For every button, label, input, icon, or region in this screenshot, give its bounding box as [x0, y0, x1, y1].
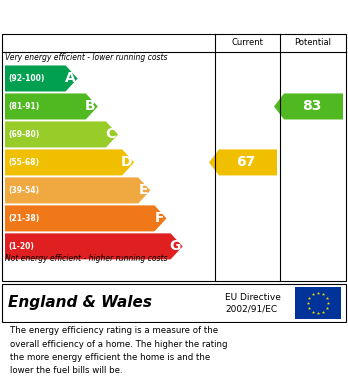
Text: Potential: Potential	[294, 38, 332, 47]
Text: (69-80): (69-80)	[8, 130, 39, 139]
Polygon shape	[209, 149, 277, 176]
Polygon shape	[5, 65, 78, 91]
Text: D: D	[121, 155, 132, 169]
Polygon shape	[5, 122, 118, 147]
Text: Very energy efficient - lower running costs: Very energy efficient - lower running co…	[5, 53, 167, 62]
Polygon shape	[5, 149, 134, 176]
Text: Current: Current	[231, 38, 263, 47]
Text: (92-100): (92-100)	[8, 74, 45, 83]
Text: F: F	[155, 212, 165, 225]
Text: (55-68): (55-68)	[8, 158, 39, 167]
Polygon shape	[5, 233, 183, 259]
Polygon shape	[274, 93, 343, 120]
Text: 67: 67	[236, 155, 256, 169]
Text: (39-54): (39-54)	[8, 186, 39, 195]
Polygon shape	[5, 205, 166, 231]
Polygon shape	[5, 178, 150, 203]
Text: E: E	[139, 183, 148, 197]
Text: 83: 83	[302, 99, 321, 113]
Text: C: C	[106, 127, 116, 142]
Text: Energy Efficiency Rating: Energy Efficiency Rating	[10, 9, 220, 23]
Text: (21-38): (21-38)	[8, 214, 39, 223]
Polygon shape	[5, 93, 98, 120]
Text: Not energy efficient - higher running costs: Not energy efficient - higher running co…	[5, 254, 167, 263]
Text: G: G	[169, 239, 181, 253]
Text: EU Directive: EU Directive	[225, 292, 281, 301]
Text: B: B	[85, 99, 96, 113]
Text: A: A	[65, 72, 76, 86]
Text: (1-20): (1-20)	[8, 242, 34, 251]
Text: England & Wales: England & Wales	[8, 296, 152, 310]
Text: 2002/91/EC: 2002/91/EC	[225, 305, 277, 314]
Bar	[295, 287, 341, 319]
Text: (81-91): (81-91)	[8, 102, 39, 111]
Text: The energy efficiency rating is a measure of the
overall efficiency of a home. T: The energy efficiency rating is a measur…	[10, 326, 228, 375]
